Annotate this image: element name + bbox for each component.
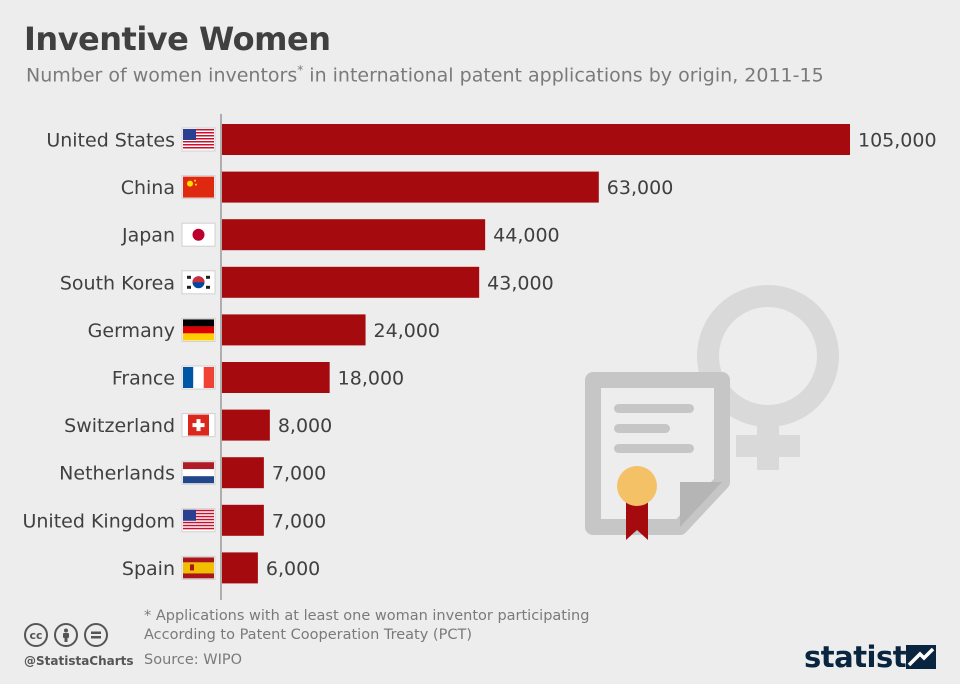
- statista-logo-text[interactable]: statista: [804, 640, 926, 674]
- category-label: Japan: [121, 225, 175, 247]
- category-label: Netherlands: [59, 463, 175, 485]
- bar[interactable]: [222, 409, 270, 441]
- flag-us-icon: [181, 508, 216, 533]
- flag-ch-icon: [181, 413, 216, 438]
- venus-symbol-icon: [697, 285, 839, 470]
- chart-title: Inventive Women: [24, 20, 331, 58]
- attribution-icon[interactable]: [54, 623, 78, 647]
- value-label: 18,000: [338, 368, 404, 390]
- category-label: United Kingdom: [22, 510, 175, 532]
- bar[interactable]: [222, 314, 366, 346]
- subtitle-text: Number of women inventors: [26, 64, 298, 87]
- bar-chart: United States 105,000 China 63,000 Japan 44,0…: [22, 114, 937, 600]
- value-label: 43,000: [487, 272, 553, 294]
- bar[interactable]: [222, 171, 599, 203]
- flag-nl-icon: [181, 460, 216, 485]
- license-icons[interactable]: cc: [24, 623, 108, 647]
- statista-logo-icon: [906, 645, 936, 669]
- value-label: 7,000: [272, 463, 326, 485]
- bar[interactable]: [222, 552, 258, 584]
- bar[interactable]: [222, 362, 330, 393]
- value-label: 7,000: [272, 510, 326, 532]
- value-label: 8,000: [278, 415, 332, 437]
- category-label: Switzerland: [64, 415, 175, 437]
- category-label: China: [121, 177, 175, 199]
- value-label: 24,000: [374, 320, 440, 342]
- twitter-handle[interactable]: @StatistaCharts: [24, 654, 134, 668]
- bar[interactable]: [222, 219, 486, 251]
- value-label: 44,000: [493, 225, 559, 247]
- footnote-pct: According to Patent Cooperation Treaty (…: [144, 627, 472, 643]
- flag-cn-icon: [181, 175, 216, 200]
- cc-icon[interactable]: cc: [24, 623, 48, 647]
- flag-de-icon: [181, 317, 216, 342]
- flag-kr-icon: [181, 270, 216, 295]
- certificate-icon: [585, 372, 730, 540]
- value-label: 105,000: [858, 130, 937, 152]
- no-derivatives-icon[interactable]: [84, 623, 108, 647]
- source-note: Source: WIPO: [144, 652, 243, 668]
- flag-jp-icon: [181, 222, 216, 247]
- chart-subtitle: Number of women inventors* in internatio…: [26, 63, 824, 86]
- category-label: Spain: [122, 558, 175, 580]
- subtitle-rest: in international patent applications by …: [303, 64, 824, 87]
- bar[interactable]: [222, 457, 264, 489]
- bar[interactable]: [222, 504, 264, 536]
- flag-es-icon: [181, 555, 216, 580]
- bar[interactable]: [222, 124, 850, 155]
- category-label: Germany: [88, 320, 175, 342]
- flag-fr-icon: [181, 365, 216, 390]
- flag-us-icon: [181, 127, 216, 152]
- footnotes: * Applications with at least one woman i…: [144, 607, 589, 645]
- category-label: South Korea: [60, 272, 175, 294]
- category-label: United States: [46, 130, 175, 152]
- footnote-applications: * Applications with at least one woman i…: [144, 608, 590, 624]
- category-label: France: [112, 368, 175, 390]
- bar[interactable]: [222, 266, 480, 298]
- value-label: 63,000: [607, 177, 673, 199]
- subtitle-footnote-marker: *: [297, 63, 304, 77]
- value-label: 6,000: [266, 558, 320, 580]
